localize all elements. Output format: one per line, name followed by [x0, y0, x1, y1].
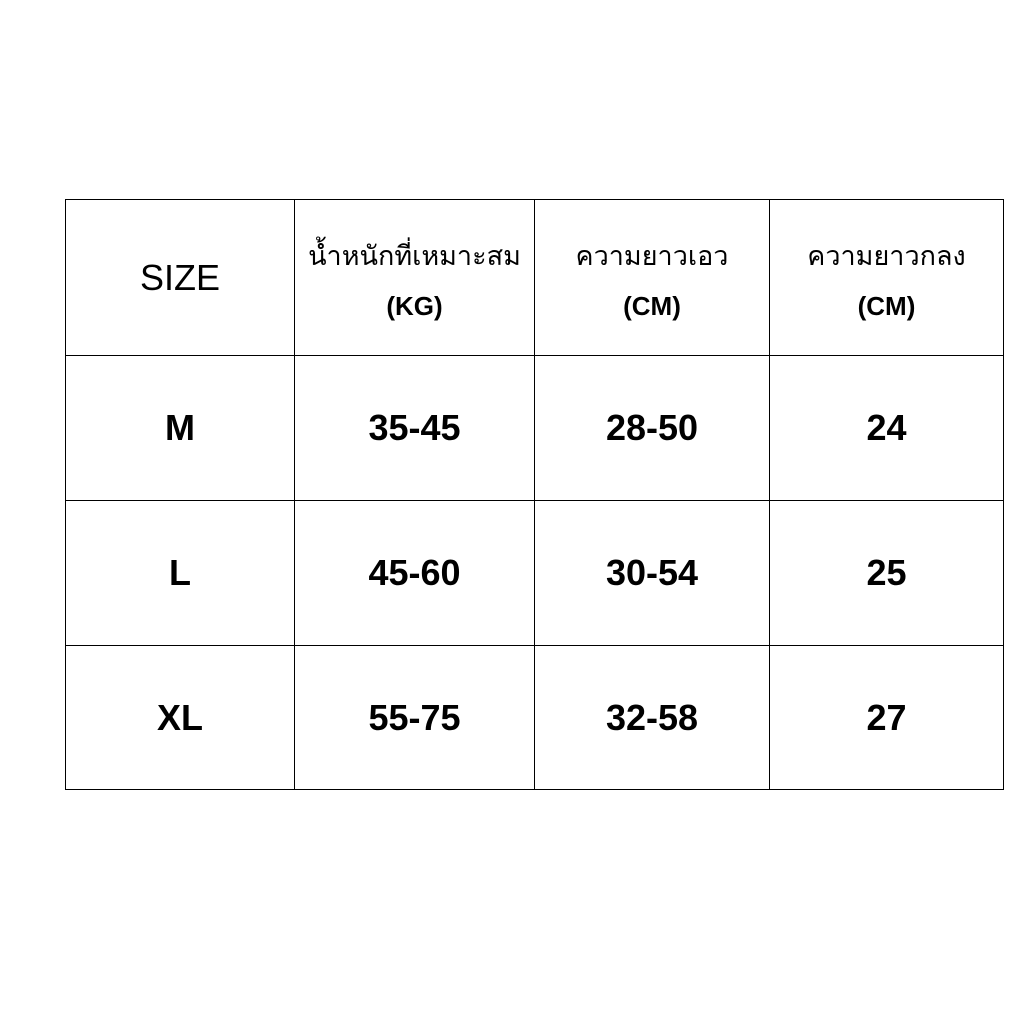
header-size: SIZE [65, 199, 295, 356]
size-cell: XL [65, 645, 295, 790]
weight-cell: 55-75 [294, 645, 535, 790]
waist-cell: 32-58 [534, 645, 770, 790]
table-row: L 45-60 30-54 25 [65, 500, 1004, 646]
size-cell: M [65, 355, 295, 501]
weight-cell: 45-60 [294, 500, 535, 646]
header-waist: ความยาวเอว (CM) [534, 199, 770, 356]
size-cell: L [65, 500, 295, 646]
header-length: ความยาวกลง (CM) [769, 199, 1004, 356]
table-row: M 35-45 28-50 24 [65, 355, 1004, 501]
table-row: XL 55-75 32-58 27 [65, 645, 1004, 790]
header-row: SIZE น้ำหนักที่เหมาะสม (KG) ความยาวเอว (CM… [65, 199, 1004, 356]
length-cell: 24 [769, 355, 1004, 501]
length-cell: 27 [769, 645, 1004, 790]
weight-cell: 35-45 [294, 355, 535, 501]
size-chart-table: SIZE น้ำหนักที่เหมาะสม (KG) ความยาวเอว (CM… [65, 199, 1004, 790]
length-cell: 25 [769, 500, 1004, 646]
waist-cell: 30-54 [534, 500, 770, 646]
header-weight: น้ำหนักที่เหมาะสม (KG) [294, 199, 535, 356]
waist-cell: 28-50 [534, 355, 770, 501]
